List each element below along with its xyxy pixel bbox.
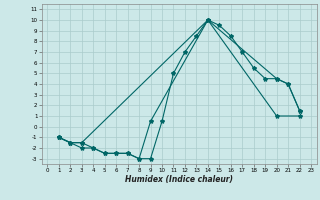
X-axis label: Humidex (Indice chaleur): Humidex (Indice chaleur) <box>125 175 233 184</box>
